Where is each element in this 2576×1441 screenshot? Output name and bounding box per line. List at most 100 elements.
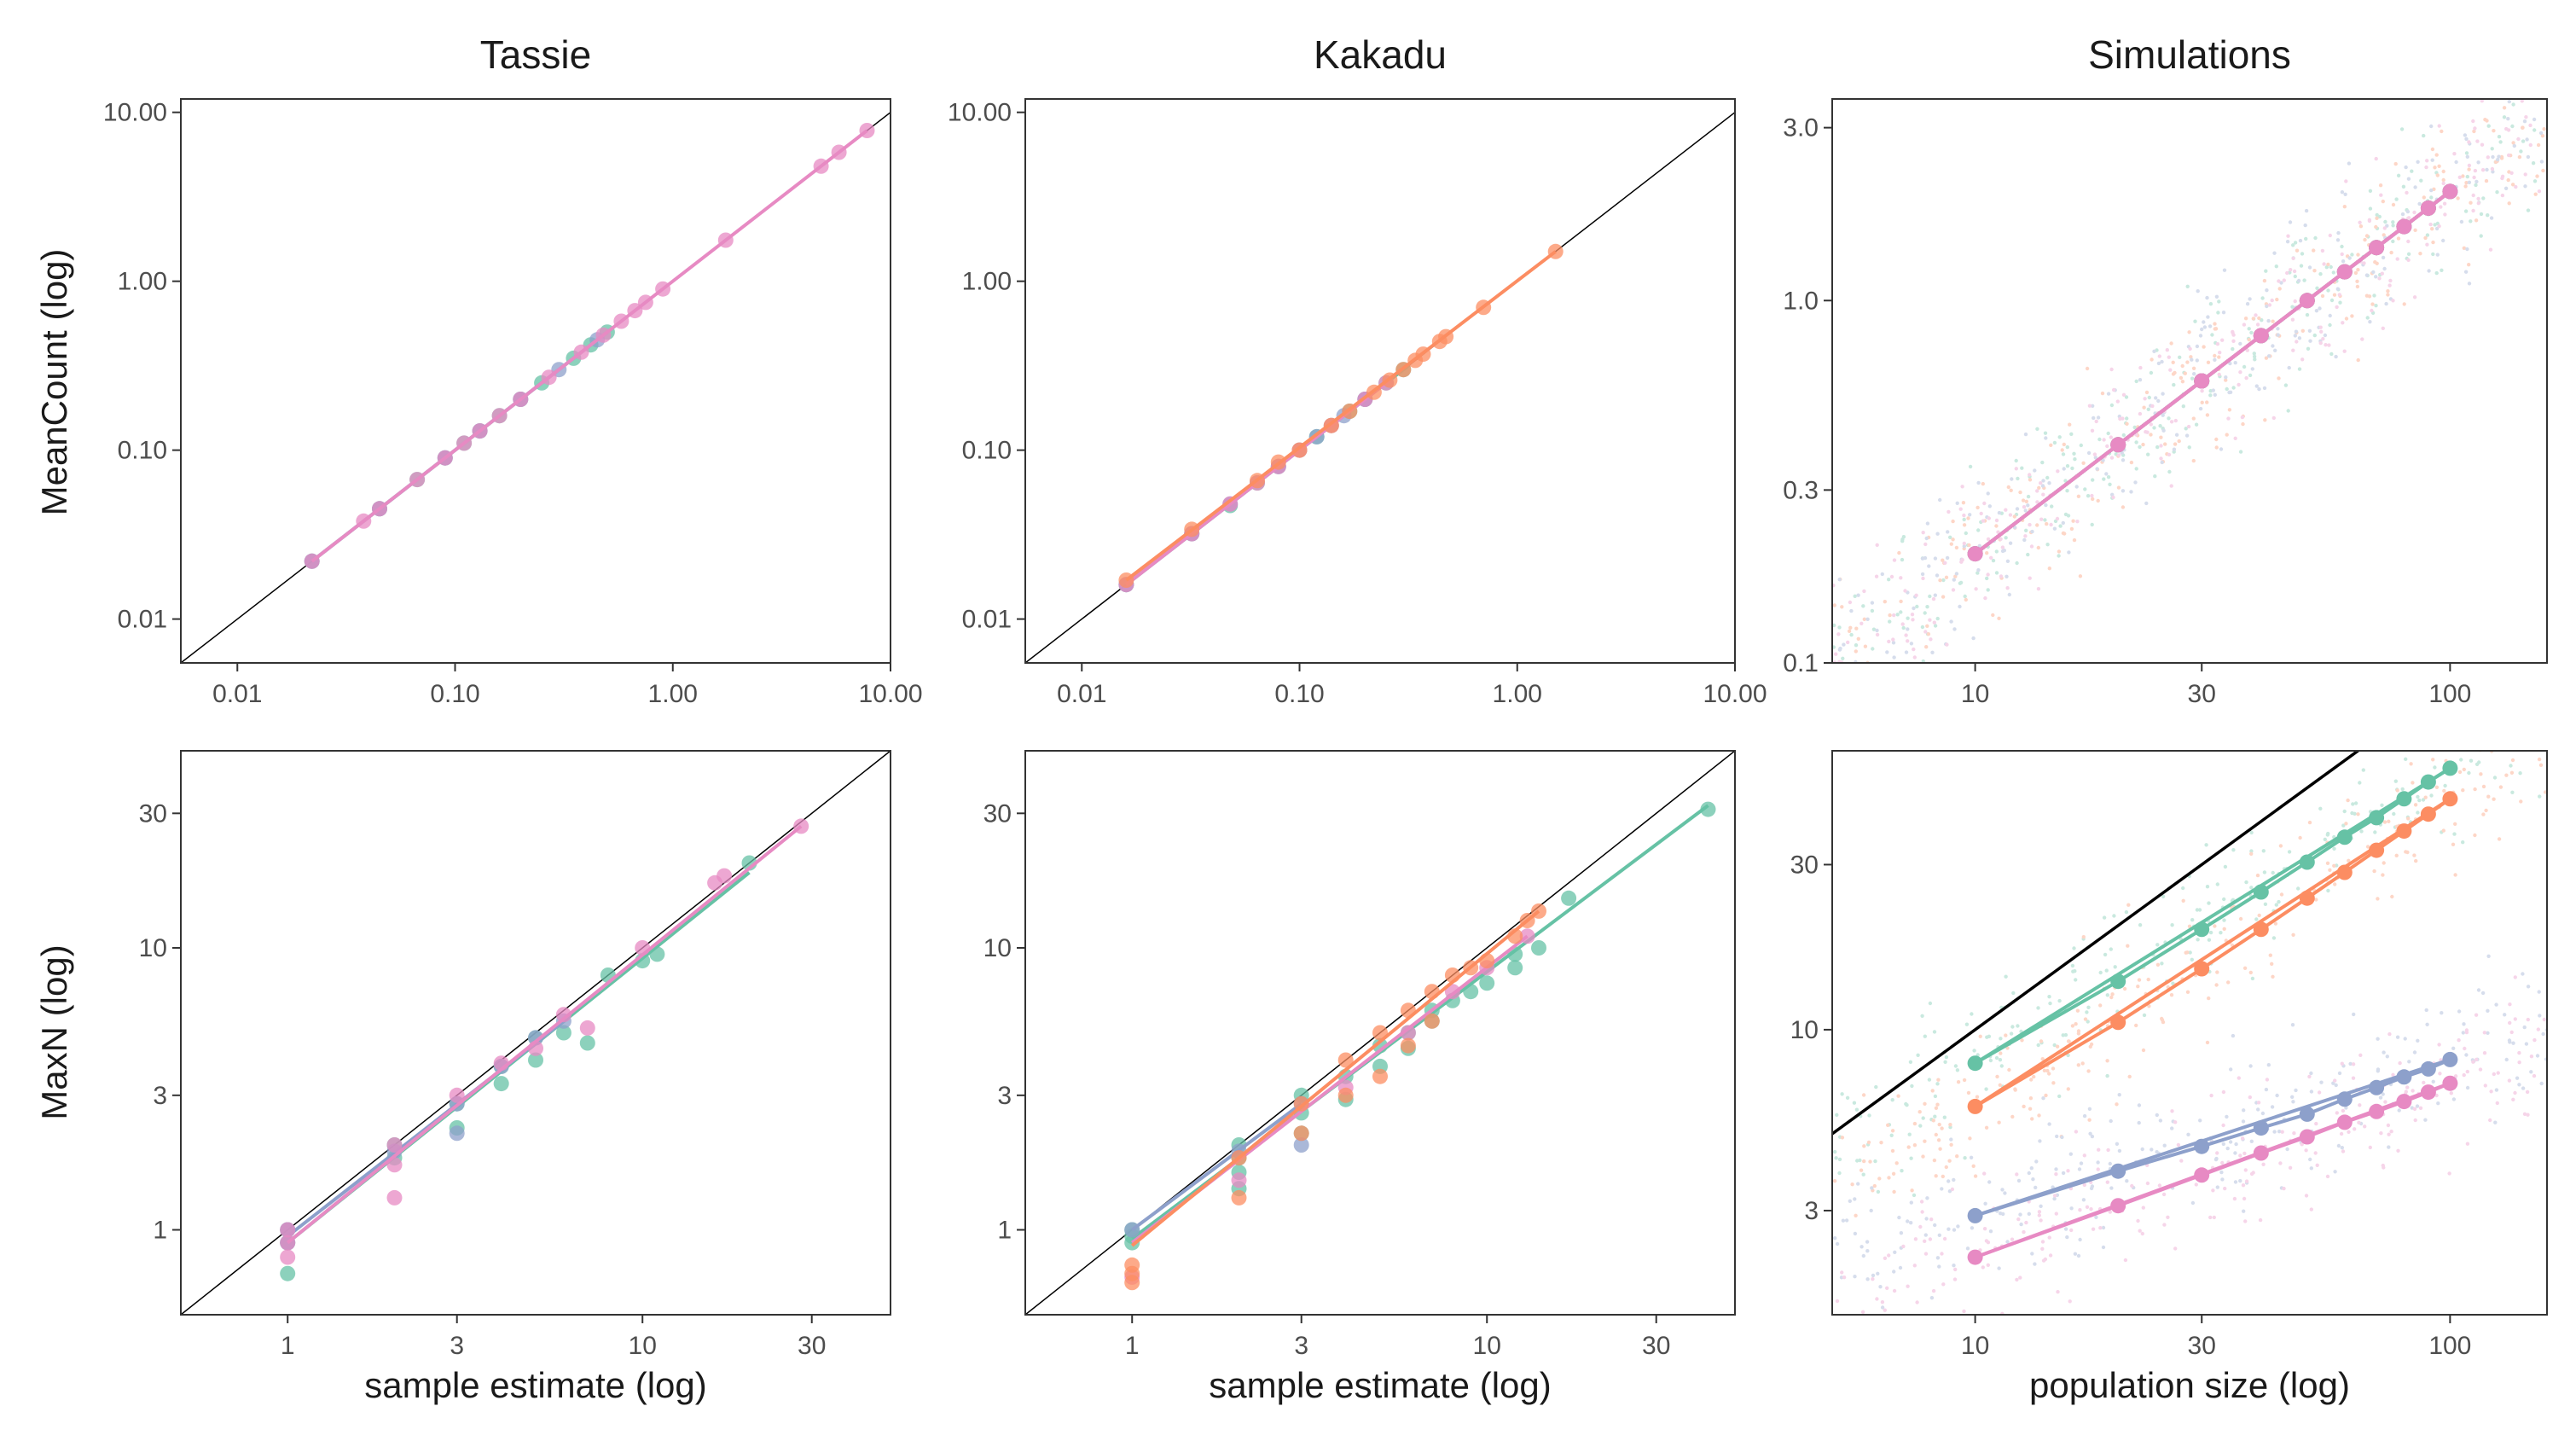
cloud-point-blue xyxy=(2435,253,2440,257)
cloud-point-green xyxy=(2479,212,2484,217)
cloud-point-pink xyxy=(2150,404,2155,409)
data-point-orange xyxy=(1291,442,1308,458)
cloud-point-blue xyxy=(2486,954,2491,959)
cloud-point-orange xyxy=(2126,903,2131,907)
cloud-point-orange xyxy=(2381,199,2385,204)
cloud-point-green xyxy=(1833,1149,1837,1154)
cloud-point-green xyxy=(2222,918,2226,922)
cloud-point-blue xyxy=(2403,1037,2407,1041)
data-point-green xyxy=(528,1052,543,1068)
data-point-orange xyxy=(1507,928,1523,944)
cloud-point-pink xyxy=(1875,1297,1879,1301)
cloud-point-green xyxy=(2260,318,2264,322)
cloud-point-green xyxy=(2015,561,2019,566)
cloud-point-pink xyxy=(2048,1253,2053,1258)
cloud-point-orange xyxy=(2020,1038,2024,1043)
cloud-point-orange xyxy=(1862,1144,1866,1148)
cloud-point-blue xyxy=(1997,510,2002,515)
cloud-point-pink xyxy=(2035,500,2039,504)
cloud-point-pink xyxy=(2170,1109,2174,1113)
cloud-point-pink xyxy=(2473,168,2478,173)
cloud-point-green xyxy=(2065,489,2069,493)
cloud-point-blue xyxy=(2184,433,2190,438)
cloud-point-pink xyxy=(2544,80,2547,84)
cloud-point-green xyxy=(2373,830,2377,834)
cloud-point-green xyxy=(2248,373,2253,378)
cloud-point-pink xyxy=(2162,1223,2167,1227)
cloud-point-pink xyxy=(2231,329,2235,334)
cloud-point-pink xyxy=(2149,422,2153,427)
cloud-point-pink xyxy=(2221,1089,2226,1095)
cloud-point-pink xyxy=(2379,1131,2383,1136)
cloud-point-pink xyxy=(2211,1188,2215,1193)
cloud-point-blue xyxy=(1909,1200,1913,1205)
cloud-point-blue xyxy=(2068,1152,2073,1156)
cloud-point-orange xyxy=(1847,629,1852,633)
cloud-point-green xyxy=(1935,616,1940,621)
cloud-point-pink xyxy=(2040,1240,2045,1244)
cloud-point-blue xyxy=(2276,333,2280,337)
cloud-point-pink xyxy=(1986,537,1991,542)
cloud-point-blue xyxy=(2271,344,2275,348)
cloud-point-orange xyxy=(2149,433,2153,437)
series-blue xyxy=(1124,1095,1309,1238)
data-point-pink xyxy=(2369,240,2385,256)
cloud-point-pink xyxy=(2391,1072,2395,1078)
data-point-pink xyxy=(280,1235,296,1251)
cloud-point-pink xyxy=(2382,1165,2386,1170)
cloud-point-orange xyxy=(2295,330,2299,334)
cloud-point-green xyxy=(2297,367,2302,371)
cloud-point-pink xyxy=(1840,1270,1844,1275)
cloud-point-pink xyxy=(1919,1200,1924,1204)
cloud-point-blue xyxy=(2527,90,2530,93)
cloud-point-blue xyxy=(1947,1189,1952,1194)
cloud-point-pink xyxy=(1892,558,1897,562)
cloud-point-green xyxy=(1867,1113,1871,1118)
cloud-point-pink xyxy=(2028,522,2032,527)
cloud-point-pink xyxy=(2462,1072,2466,1078)
cloud-point-pink xyxy=(2115,399,2120,404)
cloud-point-blue xyxy=(1892,1270,1896,1274)
data-point-pink xyxy=(280,1249,296,1265)
cloud-point-orange xyxy=(2332,293,2337,297)
cloud-point-blue xyxy=(1831,683,1835,687)
cloud-point-orange xyxy=(2214,437,2219,442)
cloud-point-green xyxy=(2146,407,2150,411)
cloud-point-pink xyxy=(1903,589,1907,593)
cloud-point-pink xyxy=(1929,637,1933,642)
cloud-point-orange xyxy=(1947,1159,1952,1163)
cloud-point-pink xyxy=(1847,1319,1850,1322)
cloud-point-pink xyxy=(1843,672,1847,676)
cloud-point-green xyxy=(2283,383,2289,387)
cloud-point-green xyxy=(2393,825,2398,829)
cloud-point-green xyxy=(2463,209,2469,213)
data-point-green xyxy=(2110,973,2126,990)
cloud-point-green xyxy=(2153,474,2157,479)
cloud-point-orange xyxy=(2514,79,2517,83)
cloud-point-blue xyxy=(2476,988,2481,992)
cloud-point-orange xyxy=(1917,1110,1922,1114)
cloud-point-blue xyxy=(2423,1118,2428,1122)
cloud-point-orange xyxy=(2205,400,2209,404)
cloud-point-blue xyxy=(1912,606,1916,611)
cloud-point-green xyxy=(2197,908,2202,912)
cloud-point-orange xyxy=(2307,820,2312,825)
cloud-point-blue xyxy=(1899,1246,1903,1250)
cloud-point-green xyxy=(2383,219,2387,224)
cloud-point-blue xyxy=(2335,238,2341,242)
cloud-point-green xyxy=(2318,806,2323,811)
cloud-point-pink xyxy=(1921,531,1925,535)
cloud-point-pink xyxy=(2023,534,2028,538)
cloud-point-blue xyxy=(2467,282,2472,286)
cloud-point-orange xyxy=(2495,159,2499,164)
data-point-pink xyxy=(1231,1172,1247,1188)
cloud-point-pink xyxy=(2325,1174,2330,1179)
cloud-point-green xyxy=(2378,272,2382,277)
cloud-point-orange xyxy=(2374,224,2378,230)
cloud-point-blue xyxy=(2415,1104,2420,1108)
cloud-point-blue xyxy=(1947,1179,1951,1183)
cloud-point-blue xyxy=(2190,1200,2196,1206)
cloud-point-pink xyxy=(2159,456,2163,461)
cloud-point-pink xyxy=(2289,268,2293,272)
